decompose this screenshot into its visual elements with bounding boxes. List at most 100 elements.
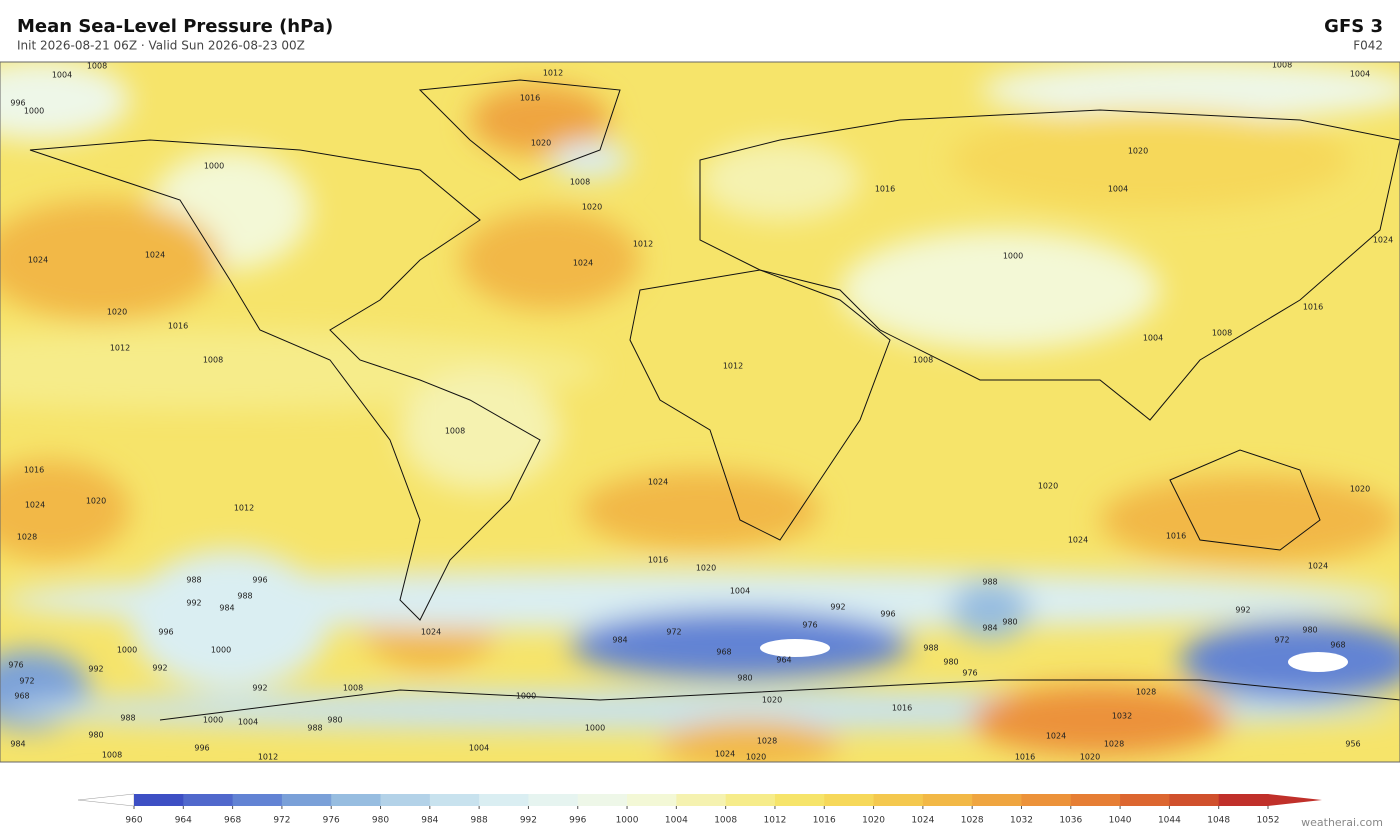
colorbar-bin (774, 794, 825, 806)
colorbar-tick-label: 964 (175, 816, 192, 826)
colorbar-tick-label: 1032 (1010, 816, 1033, 826)
contour-label: 1020 (531, 139, 551, 148)
contour-label: 988 (237, 592, 252, 601)
contour-label: 1024 (648, 478, 668, 487)
contour-label: 1020 (1128, 147, 1148, 156)
colorbar-bin (824, 794, 875, 806)
contour-label: 1016 (648, 556, 668, 565)
contour-label: 1016 (892, 704, 912, 713)
contour-label: 1004 (1350, 70, 1370, 79)
contour-label: 1012 (543, 69, 563, 78)
contour-label: 980 (737, 674, 752, 683)
contour-label: 1024 (1308, 562, 1328, 571)
map-frame (0, 61, 1400, 763)
contour-label: 1024 (715, 750, 735, 759)
colorbar-under (77, 793, 135, 807)
contour-label: 1028 (17, 533, 37, 542)
contour-label: 984 (982, 624, 997, 633)
contour-label: 1008 (913, 356, 933, 365)
title: Mean Sea-Level Pressure (hPa) (17, 16, 333, 37)
contour-label: 1000 (203, 716, 223, 725)
colorbar-bin (134, 794, 184, 806)
colorbar-tick-label: 1020 (862, 816, 885, 826)
colorbar-bin (1021, 794, 1072, 806)
colorbar-bin (1169, 794, 1220, 806)
contour-label: 992 (252, 684, 267, 693)
contour-label: 984 (219, 604, 234, 613)
colorbar-tick-label: 996 (569, 816, 586, 826)
contour-label: 1016 (24, 466, 44, 475)
contour-label: 1008 (1212, 329, 1232, 338)
contour-label: 996 (158, 628, 173, 637)
contour-label: 996 (880, 610, 895, 619)
contour-label: 1008 (87, 62, 107, 71)
contour-label: 1016 (1015, 753, 1035, 762)
colorbar-bin (725, 794, 776, 806)
contour-label: 956 (1345, 740, 1360, 749)
colorbar-tick-label: 968 (224, 816, 241, 826)
subtitle: Init 2026-08-21 06Z · Valid Sun 2026-08-… (17, 39, 305, 53)
colorbar-tick-label: 1016 (813, 816, 836, 826)
contour-label: 980 (943, 658, 958, 667)
contour-label: 976 (802, 621, 817, 630)
below-range (1288, 652, 1348, 672)
colorbar-bin (429, 794, 480, 806)
contour-label: 992 (186, 599, 201, 608)
contour-label: 968 (14, 692, 29, 701)
colorbar-tick-label: 1040 (1109, 816, 1132, 826)
contour-label: 996 (194, 744, 209, 753)
colorbar-tick-label: 972 (273, 816, 290, 826)
contour-label: 1004 (469, 744, 489, 753)
contour-label: 996 (252, 576, 267, 585)
colorbar-tick-label: 1028 (961, 816, 984, 826)
contour-label: 1020 (1080, 753, 1100, 762)
contour-label: 1000 (204, 162, 224, 171)
contour-label: 1028 (1104, 740, 1124, 749)
contour-label: 1020 (86, 497, 106, 506)
contour-label: 1020 (107, 308, 127, 317)
colorbar-bin (380, 794, 431, 806)
contour-label: 1000 (585, 724, 605, 733)
contour-label: 976 (962, 669, 977, 678)
pressure-field (0, 62, 1400, 762)
contour-label: 1008 (445, 427, 465, 436)
colorbar-bin (528, 794, 579, 806)
colorbar-tick-label: 1052 (1257, 816, 1280, 826)
contour-label: 980 (88, 731, 103, 740)
contour-label: 1008 (102, 751, 122, 760)
contour-label: 1020 (762, 696, 782, 705)
contour-label: 988 (186, 576, 201, 585)
colorbar-tick-label: 1008 (714, 816, 737, 826)
colorbar-tick-label: 960 (125, 816, 142, 826)
colorbar-tick-label: 984 (421, 816, 438, 826)
colorbar-tick-label: 1036 (1059, 816, 1082, 826)
contour-label: 1028 (1136, 688, 1156, 697)
forecast-hour: F042 (1353, 39, 1383, 53)
below-range (760, 639, 830, 657)
colorbar-tick-label: 992 (520, 816, 537, 826)
colorbar-bin (331, 794, 382, 806)
contour-label: 1012 (258, 753, 278, 762)
contour-label: 972 (1274, 636, 1289, 645)
model-name: GFS 3 (1324, 16, 1383, 37)
contour-label: 992 (88, 665, 103, 674)
contour-labels: 1004 1008 1012 1008 1004 1000 996 1016 1020 1008 1… (8, 62, 1393, 762)
contour-label: 1028 (757, 737, 777, 746)
contour-label: 1020 (746, 753, 766, 762)
contour-label: 1000 (211, 646, 231, 655)
contour-label: 968 (1330, 641, 1345, 650)
contour-label: 1000 (117, 646, 137, 655)
colorbar-bin (922, 794, 973, 806)
contour-label: 1020 (1350, 485, 1370, 494)
colorbar-bin (183, 794, 234, 806)
contour-label: 1012 (723, 362, 743, 371)
contour-label: 988 (120, 714, 135, 723)
contour-label: 1000 (1003, 252, 1023, 261)
colorbar-bin (1070, 794, 1121, 806)
contour-label: 1000 (24, 107, 44, 116)
contour-label: 984 (612, 636, 627, 645)
contour-label: 1008 (343, 684, 363, 693)
contour-label: 980 (1002, 618, 1017, 627)
colorbar-over (1268, 794, 1322, 806)
contour-label: 1004 (1143, 334, 1163, 343)
